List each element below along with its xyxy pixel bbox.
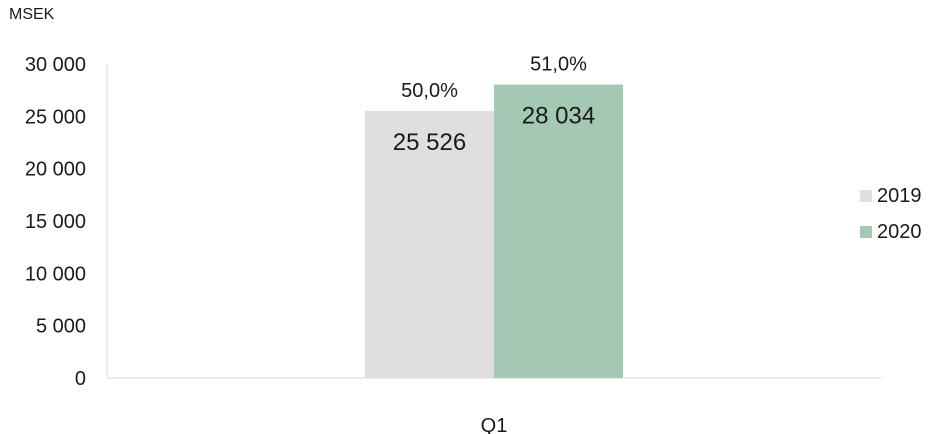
legend-label: 2020 — [877, 220, 922, 243]
bar-value-label: 28 034 — [522, 103, 595, 130]
x-tick-label: Q1 — [481, 415, 508, 434]
y-tick-label: 20 000 — [25, 159, 86, 181]
y-tick-label: 5 000 — [36, 316, 86, 338]
bar-percent-label: 50,0% — [401, 80, 458, 102]
bar-2020 — [494, 84, 623, 379]
y-tick-label: 15 000 — [25, 211, 86, 233]
y-tick-label: 0 — [75, 368, 86, 390]
bar-2019 — [365, 110, 494, 378]
chart-legend: 2019 2020 — [860, 178, 922, 250]
legend-item-2020: 2020 — [860, 214, 922, 250]
y-tick-label: 30 000 — [25, 54, 86, 76]
legend-label: 2019 — [877, 184, 922, 207]
legend-swatch-2020 — [860, 226, 872, 238]
legend-item-2019: 2019 — [860, 178, 922, 214]
y-tick-label: 25 000 — [25, 106, 86, 128]
y-tick-label: 10 000 — [25, 263, 86, 285]
bar-value-label: 25 526 — [393, 129, 466, 156]
legend-swatch-2019 — [860, 190, 872, 202]
bar-percent-label: 51,0% — [530, 54, 587, 76]
y-axis-unit-label: MSEK — [9, 6, 55, 23]
